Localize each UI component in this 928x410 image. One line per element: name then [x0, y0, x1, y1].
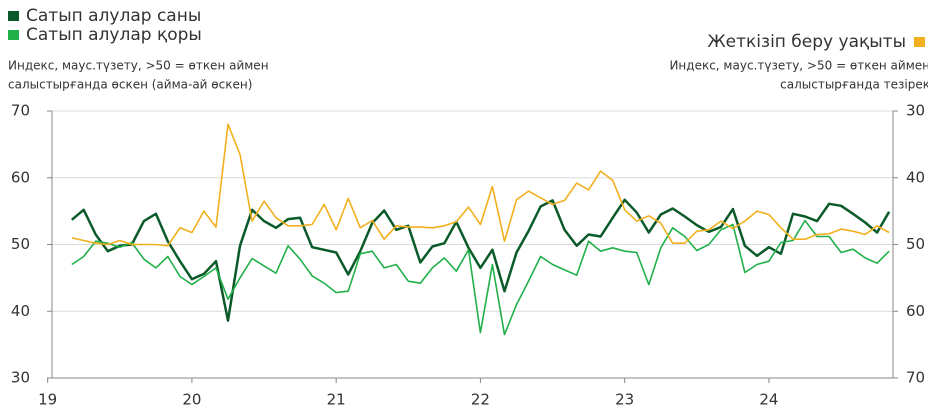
subtitle: Индекс, маус.түзету, >50 = өткен аймен: [669, 59, 928, 73]
series-line: [71, 219, 890, 336]
x-tick-label: 21: [327, 391, 346, 409]
y2-tick-label: 30: [906, 102, 925, 120]
x-tick-label: 22: [471, 391, 490, 409]
y-tick-label: 50: [11, 235, 30, 253]
subtitle: салыстырғанда өскен (айма-ай өскен): [8, 78, 252, 92]
y2-tick-label: 70: [906, 369, 925, 387]
legend-swatch: [8, 11, 19, 21]
x-tick-label: 20: [182, 391, 201, 409]
y-tick-label: 60: [11, 168, 30, 186]
x-tick-label: 24: [759, 391, 778, 409]
legend-swatch: [8, 30, 19, 40]
y-tick-label: 30: [11, 369, 30, 387]
y-tick-label: 70: [11, 102, 30, 120]
y2-tick-label: 50: [906, 235, 925, 253]
series-line: [70, 198, 891, 322]
series-line: [71, 123, 890, 247]
y2-tick-label: 60: [906, 302, 925, 320]
x-tick-label: 23: [615, 391, 634, 409]
subtitle: Индекс, маус.түзету, >50 = өткен аймен: [8, 59, 269, 73]
legend-label: Жеткізіп беру уақыты: [707, 32, 906, 52]
x-tick-label: 19: [38, 391, 57, 409]
y-tick-label: 40: [11, 302, 30, 320]
legend-swatch: [914, 37, 925, 47]
legend-label: Сатып алулар саны: [26, 6, 201, 26]
legend-label: Сатып алулар қоры: [26, 25, 202, 45]
subtitle: салыстырғанда тезірек: [780, 78, 928, 92]
y2-tick-label: 40: [906, 168, 925, 186]
